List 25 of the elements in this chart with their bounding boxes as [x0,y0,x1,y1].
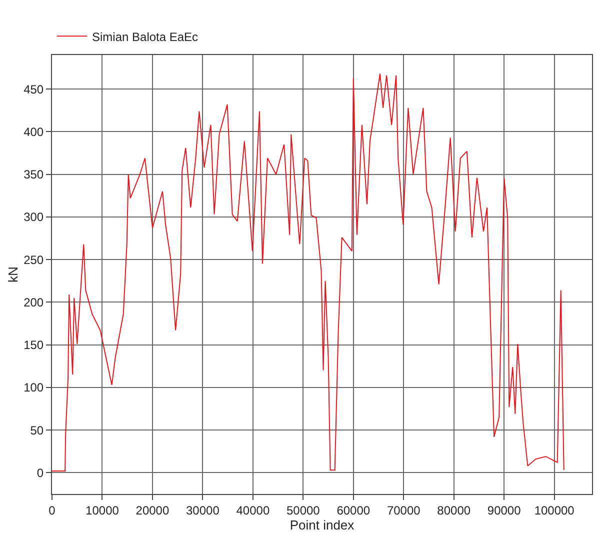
x-tick-label: 70000 [386,503,421,518]
y-tick-label: 350 [24,168,44,182]
y-tick-label: 150 [24,338,44,352]
x-tick-label: 90000 [487,503,522,518]
x-tick-label: 60000 [336,503,370,518]
y-tick-label: 250 [24,252,44,267]
x-tick-label: 0 [48,503,56,518]
x-tick-label: 50000 [286,503,320,518]
y-tick-label: 200 [24,295,44,310]
y-tick-label: 0 [36,466,44,480]
y-tick-label: 50 [30,423,44,438]
legend-label: Simian Balota EaEc [92,30,198,44]
y-axis-title: kN [6,266,21,282]
line-series [52,73,564,472]
x-tick-label: 100000 [534,503,575,518]
y-tick-label: 100 [24,380,44,395]
x-tick-label: 80000 [437,503,471,518]
x-tick-label: 40000 [236,503,270,518]
x-tick-label: 20000 [136,503,170,518]
y-tick-label: 300 [24,210,44,224]
y-tick-label: 450 [24,82,44,96]
x-tick-label: 10000 [86,503,120,518]
y-tick-label: 400 [24,124,44,139]
x-axis-title: Point index [290,517,355,532]
x-tick-label: 30000 [186,503,220,518]
